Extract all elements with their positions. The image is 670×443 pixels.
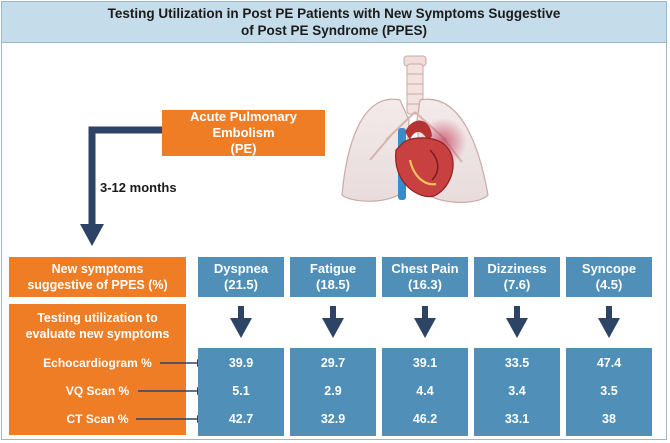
new-symptoms-line-2: suggestive of PPES (%)	[27, 278, 168, 292]
symptom-percent: (18.5)	[316, 277, 350, 292]
down-arrow-chest-pain	[414, 306, 436, 338]
ct-value: 42.7	[228, 412, 254, 426]
interval-label: 3-12 months	[100, 180, 177, 195]
values-box-dizziness: 33.5 3.4 33.1	[474, 348, 560, 436]
lungs-heart-illustration	[341, 55, 489, 203]
symptom-box-chest-pain: Chest Pain (16.3)	[382, 257, 468, 297]
symptom-down-arrows	[230, 306, 620, 338]
symptom-percent: (4.5)	[595, 277, 623, 292]
symptom-name: Dizziness	[487, 261, 547, 276]
new-symptoms-line-1: New symptoms	[51, 262, 144, 276]
values-box-fatigue: 29.7 2.9 32.9	[290, 348, 376, 436]
testing-header: Testing utilization to evaluate new symp…	[26, 310, 170, 342]
symptom-name: Fatigue	[309, 261, 357, 276]
echo-value: 29.7	[320, 356, 346, 370]
ct-value: 33.1	[504, 412, 530, 426]
vq-value: 2.9	[324, 384, 342, 398]
echo-value: 39.9	[228, 356, 254, 370]
values-box-dyspnea: 39.9 5.1 42.7	[198, 348, 284, 436]
down-arrow-dizziness	[506, 306, 528, 338]
symptom-name: Dyspnea	[213, 261, 269, 276]
pe-box-line-2: (PE)	[230, 141, 257, 156]
vq-value: 3.4	[508, 384, 526, 398]
pe-box-line-1: Acute Pulmonary Embolism	[190, 109, 297, 140]
vq-value: 4.4	[416, 384, 434, 398]
values-box-chest-pain: 39.1 4.4 46.2	[382, 348, 468, 436]
new-symptoms-box: New symptoms suggestive of PPES (%)	[9, 257, 186, 297]
symptom-box-fatigue: Fatigue (18.5)	[290, 257, 376, 297]
testing-line-2: evaluate new symptoms	[25, 327, 170, 341]
vq-value: 5.1	[232, 384, 250, 398]
title-line-1: Testing Utilization in Post PE Patients …	[107, 6, 561, 21]
row-arrow-vq-scan	[138, 387, 205, 395]
echo-value: 47.4	[596, 356, 622, 370]
title-line-2: of Post PE Syndrome (PPES)	[240, 23, 428, 38]
testing-utilization-box: Testing utilization to evaluate new symp…	[9, 304, 186, 435]
row-arrow-ct-scan	[136, 415, 205, 423]
testing-line-1: Testing utilization to	[37, 311, 158, 325]
down-arrow-fatigue	[322, 306, 344, 338]
ct-value: 32.9	[320, 412, 346, 426]
symptom-box-dyspnea: Dyspnea (21.5)	[198, 257, 284, 297]
row-label-vq-scan: VQ Scan %	[65, 384, 130, 398]
symptom-percent: (21.5)	[224, 277, 258, 292]
symptom-name: Syncope	[581, 261, 637, 276]
title-bar: Testing Utilization in Post PE Patients …	[2, 2, 666, 43]
row-label-ct-scan: CT Scan %	[66, 412, 129, 426]
acute-pe-box: Acute Pulmonary Embolism (PE)	[162, 109, 325, 156]
symptom-percent: (16.3)	[408, 277, 442, 292]
vq-value: 3.5	[600, 384, 618, 398]
symptom-percent: (7.6)	[503, 277, 531, 292]
timeline-arrowhead	[80, 224, 104, 246]
echo-value: 39.1	[412, 356, 438, 370]
ct-value: 46.2	[412, 412, 438, 426]
values-box-syncope: 47.4 3.5 38	[566, 348, 652, 436]
ct-value: 38	[602, 412, 616, 426]
timeline-arrow	[88, 126, 162, 226]
row-label-echocardiogram: Echocardiogram %	[43, 356, 152, 370]
symptom-box-dizziness: Dizziness (7.6)	[474, 257, 560, 297]
symptom-name: Chest Pain	[391, 261, 459, 276]
echo-value: 33.5	[504, 356, 530, 370]
symptom-box-syncope: Syncope (4.5)	[566, 257, 652, 297]
down-arrow-dyspnea	[230, 306, 252, 338]
down-arrow-syncope	[598, 306, 620, 338]
